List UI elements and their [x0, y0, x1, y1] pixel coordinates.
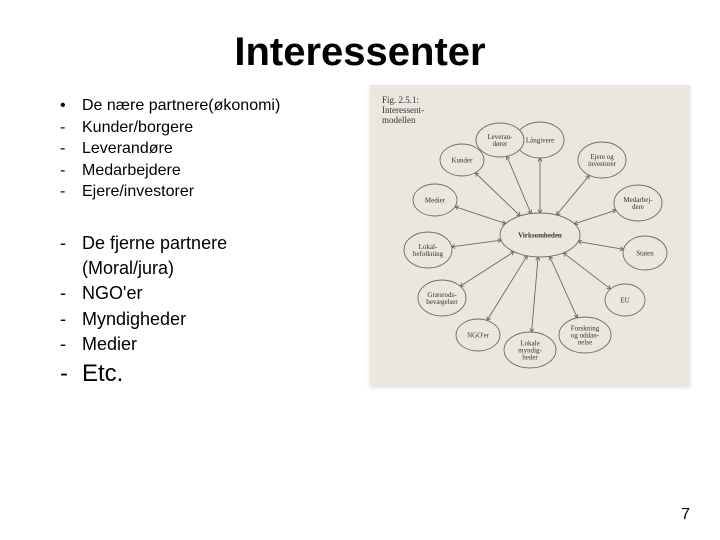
bullet-marker: •	[60, 95, 82, 117]
list-item: -Leverandøre	[60, 138, 360, 160]
bullet-marker: -	[60, 307, 82, 332]
list-item: (Moral/jura)	[60, 256, 360, 281]
svg-text:Ejere oginvestorer: Ejere oginvestorer	[588, 153, 617, 168]
svg-text:Medier: Medier	[425, 196, 446, 204]
bullet-marker: -	[60, 357, 82, 391]
bullet-marker	[60, 256, 82, 281]
svg-text:Græsrods-bevægelser: Græsrods-bevægelser	[426, 291, 458, 306]
bullet-text: Kunder/borgere	[82, 117, 193, 139]
svg-text:Fig. 2.5.1:Interessent-modelle: Fig. 2.5.1:Interessent-modellen	[382, 95, 424, 125]
list-item: •De nære partnere(økonomi)	[60, 95, 360, 117]
bullet-marker: -	[60, 138, 82, 160]
svg-text:Kunder: Kunder	[452, 156, 474, 164]
bullet-marker: -	[60, 231, 82, 256]
list-item: -Medarbejdere	[60, 160, 360, 182]
list-item: -Medier	[60, 332, 360, 357]
bullet-text: Leverandøre	[82, 138, 173, 160]
list-item: -NGO'er	[60, 281, 360, 306]
bullet-group-2: -De fjerne partnere(Moral/jura)-NGO'er-M…	[60, 231, 360, 391]
svg-text:Staten: Staten	[636, 249, 654, 257]
page-title: Interessenter	[60, 30, 660, 75]
bullet-text: Etc.	[82, 357, 123, 391]
list-item: -De fjerne partnere	[60, 231, 360, 256]
svg-text:NGO'er: NGO'er	[467, 331, 490, 339]
text-column: •De nære partnere(økonomi)-Kunder/borger…	[60, 95, 360, 391]
page-number: 7	[681, 506, 690, 524]
bullet-marker: -	[60, 181, 82, 203]
bullet-marker: -	[60, 281, 82, 306]
bullet-text: De fjerne partnere	[82, 231, 227, 256]
svg-text:EU: EU	[620, 296, 629, 304]
list-item: -Kunder/borgere	[60, 117, 360, 139]
list-item: -Ejere/investorer	[60, 181, 360, 203]
bullet-marker: -	[60, 160, 82, 182]
bullet-text: De nære partnere(økonomi)	[82, 95, 280, 117]
bullet-text: Ejere/investorer	[82, 181, 194, 203]
list-item: -Etc.	[60, 357, 360, 391]
bullet-group-1: •De nære partnere(økonomi)-Kunder/borger…	[60, 95, 360, 203]
svg-text:Virksomheden: Virksomheden	[518, 231, 562, 239]
bullet-text: (Moral/jura)	[82, 256, 174, 281]
stakeholder-diagram: Fig. 2.5.1:Interessent-modellen Långivere…	[370, 85, 690, 385]
bullet-text: Medarbejdere	[82, 160, 181, 182]
bullet-text: Medier	[82, 332, 137, 357]
list-item: -Myndigheder	[60, 307, 360, 332]
svg-text:Långivere: Långivere	[526, 136, 554, 144]
bullet-text: NGO'er	[82, 281, 142, 306]
bullet-text: Myndigheder	[82, 307, 186, 332]
bullet-marker: -	[60, 332, 82, 357]
bullet-marker: -	[60, 117, 82, 139]
